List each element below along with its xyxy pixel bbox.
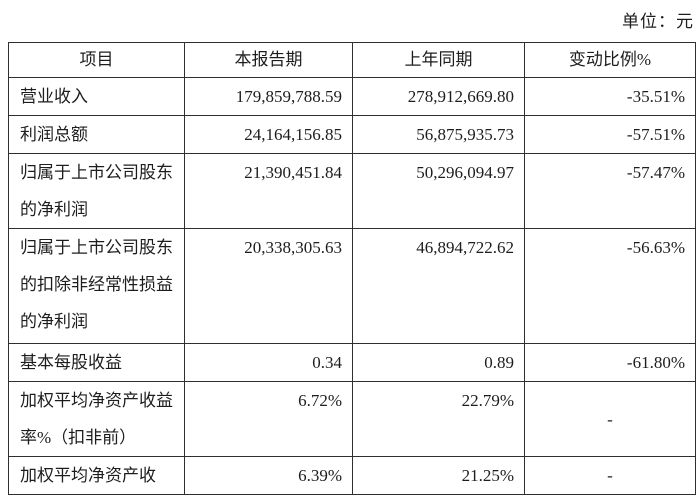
cell-value: -57.47% <box>524 153 696 229</box>
cell-value: -61.80% <box>524 343 696 382</box>
cell-value: -56.63% <box>524 228 696 344</box>
cell-value: 0.89 <box>352 343 525 382</box>
table-row: 利润总额 24,164,156.85 56,875,935.73 -57.51% <box>8 115 696 154</box>
column-header: 上年同期 <box>352 42 525 78</box>
cell-value: 22.79% <box>352 381 525 457</box>
cell-value: -35.51% <box>524 77 696 116</box>
cell-value: 21.25% <box>352 456 525 495</box>
cell-value: 21,390,451.84 <box>184 153 353 229</box>
row-label: 加权平均净资产收 <box>8 456 185 495</box>
column-header: 本报告期 <box>184 42 353 78</box>
cell-value: 24,164,156.85 <box>184 115 353 154</box>
row-label: 基本每股收益 <box>8 343 185 382</box>
cell-value: 6.72% <box>184 381 353 457</box>
financial-summary-table: 项目 本报告期 上年同期 变动比例% 营业收入 179,859,788.59 278,91… <box>8 42 696 495</box>
row-label: 归属于上市公司股东的扣除非经常性损益的净利润 <box>8 228 185 344</box>
cell-value: 56,875,935.73 <box>352 115 525 154</box>
table-body: 营业收入 179,859,788.59 278,912,669.80 -35.51% 利… <box>8 77 696 495</box>
cell-value: - <box>524 456 696 495</box>
column-header: 变动比例% <box>524 42 696 78</box>
row-label: 归属于上市公司股东的净利润 <box>8 153 185 229</box>
cell-value: 278,912,669.80 <box>352 77 525 116</box>
table-header-row: 项目 本报告期 上年同期 变动比例% <box>8 42 696 78</box>
table-row: 加权平均净资产收益率%（扣非前） 6.72% 22.79% - <box>8 381 696 457</box>
row-label: 营业收入 <box>8 77 185 116</box>
cell-value: 20,338,305.63 <box>184 228 353 344</box>
table-row: 归属于上市公司股东的净利润 21,390,451.84 50,296,094.97-… <box>8 153 696 229</box>
table-row: 营业收入 179,859,788.59 278,912,669.80 -35.51% <box>8 77 696 116</box>
cell-value: 46,894,722.62 <box>352 228 525 344</box>
cell-value: 6.39% <box>184 456 353 495</box>
table-row: 加权平均净资产收 6.39% 21.25% - <box>8 456 696 495</box>
table-row: 基本每股收益 0.34 0.89 -61.80% <box>8 343 696 382</box>
table-row: 归属于上市公司股东的扣除非经常性损益的净利润 20,338,305.63 46,89… <box>8 228 696 344</box>
column-header: 项目 <box>8 42 185 78</box>
cell-value: 50,296,094.97 <box>352 153 525 229</box>
cell-value: 179,859,788.59 <box>184 77 353 116</box>
unit-label: 单位：元 <box>622 12 694 31</box>
row-label: 加权平均净资产收益率%（扣非前） <box>8 381 185 457</box>
cell-value: -57.51% <box>524 115 696 154</box>
cell-value: 0.34 <box>184 343 353 382</box>
row-label: 利润总额 <box>8 115 185 154</box>
cell-value: - <box>524 381 696 457</box>
